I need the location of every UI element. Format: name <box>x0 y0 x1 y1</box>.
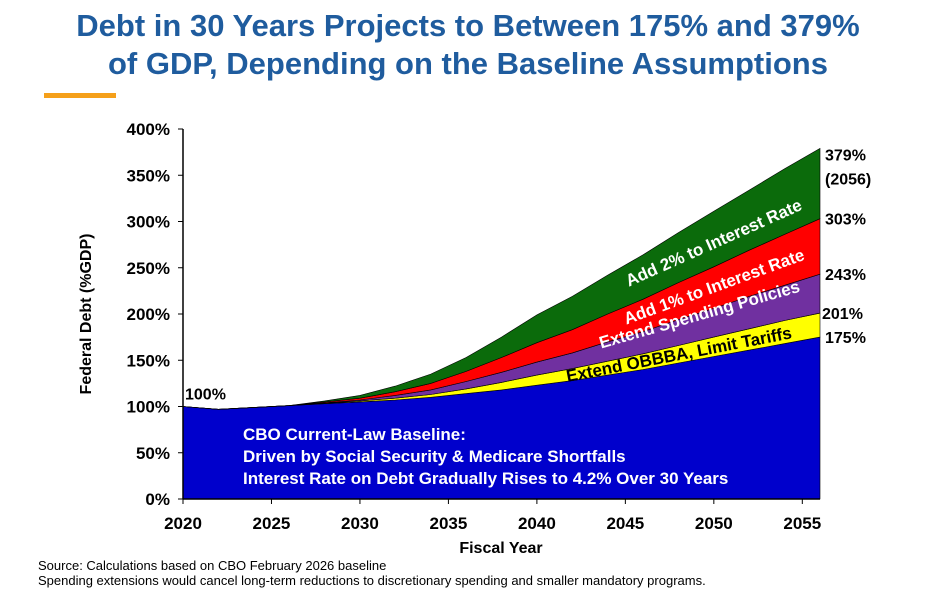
x-tick-label: 2050 <box>695 514 733 533</box>
x-tick-label: 2045 <box>606 514 644 533</box>
y-tick-label: 100% <box>127 398 170 417</box>
footnote: Source: Calculations based on CBO Februa… <box>38 558 386 573</box>
y-tick-label: 400% <box>127 120 170 139</box>
x-tick-label: 2040 <box>518 514 556 533</box>
end-label: 303% <box>825 212 866 229</box>
baseline-note: Interest Rate on Debt Gradually Rises to… <box>243 469 728 488</box>
y-tick-label: 150% <box>127 351 170 370</box>
end-label: 243% <box>825 267 866 284</box>
title-line: Debt in 30 Years Projects to Between 175… <box>76 8 859 43</box>
area-layer <box>182 147 821 410</box>
x-tick-label: 2020 <box>164 514 202 533</box>
end-label: 175% <box>825 330 866 347</box>
y-axis-title: Federal Debt (%GDP) <box>78 234 95 395</box>
title-line: of GDP, Depending on the Baseline Assump… <box>108 46 828 81</box>
y-tick-label: 0% <box>145 490 170 509</box>
series-label: CBO Current-Law Baseline: <box>243 425 466 444</box>
end-year-label: (2056) <box>825 171 871 188</box>
footnote: Spending extensions would cancel long-te… <box>38 573 706 588</box>
x-axis-title: Fiscal Year <box>459 540 542 557</box>
x-tick-label: 2055 <box>783 514 821 533</box>
x-tick-label: 2025 <box>253 514 291 533</box>
end-label: 201% <box>822 306 863 323</box>
y-tick-label: 250% <box>127 259 170 278</box>
x-tick-label: 2030 <box>341 514 379 533</box>
end-label: 379% <box>825 147 866 164</box>
start-label: 100% <box>185 387 226 404</box>
x-tick-label: 2035 <box>430 514 468 533</box>
y-tick-label: 350% <box>127 166 170 185</box>
y-tick-label: 300% <box>127 213 170 232</box>
y-tick-label: 50% <box>136 444 170 463</box>
y-tick-label: 200% <box>127 305 170 324</box>
baseline-note: Driven by Social Security & Medicare Sho… <box>243 447 626 466</box>
accent-bar <box>44 93 116 98</box>
